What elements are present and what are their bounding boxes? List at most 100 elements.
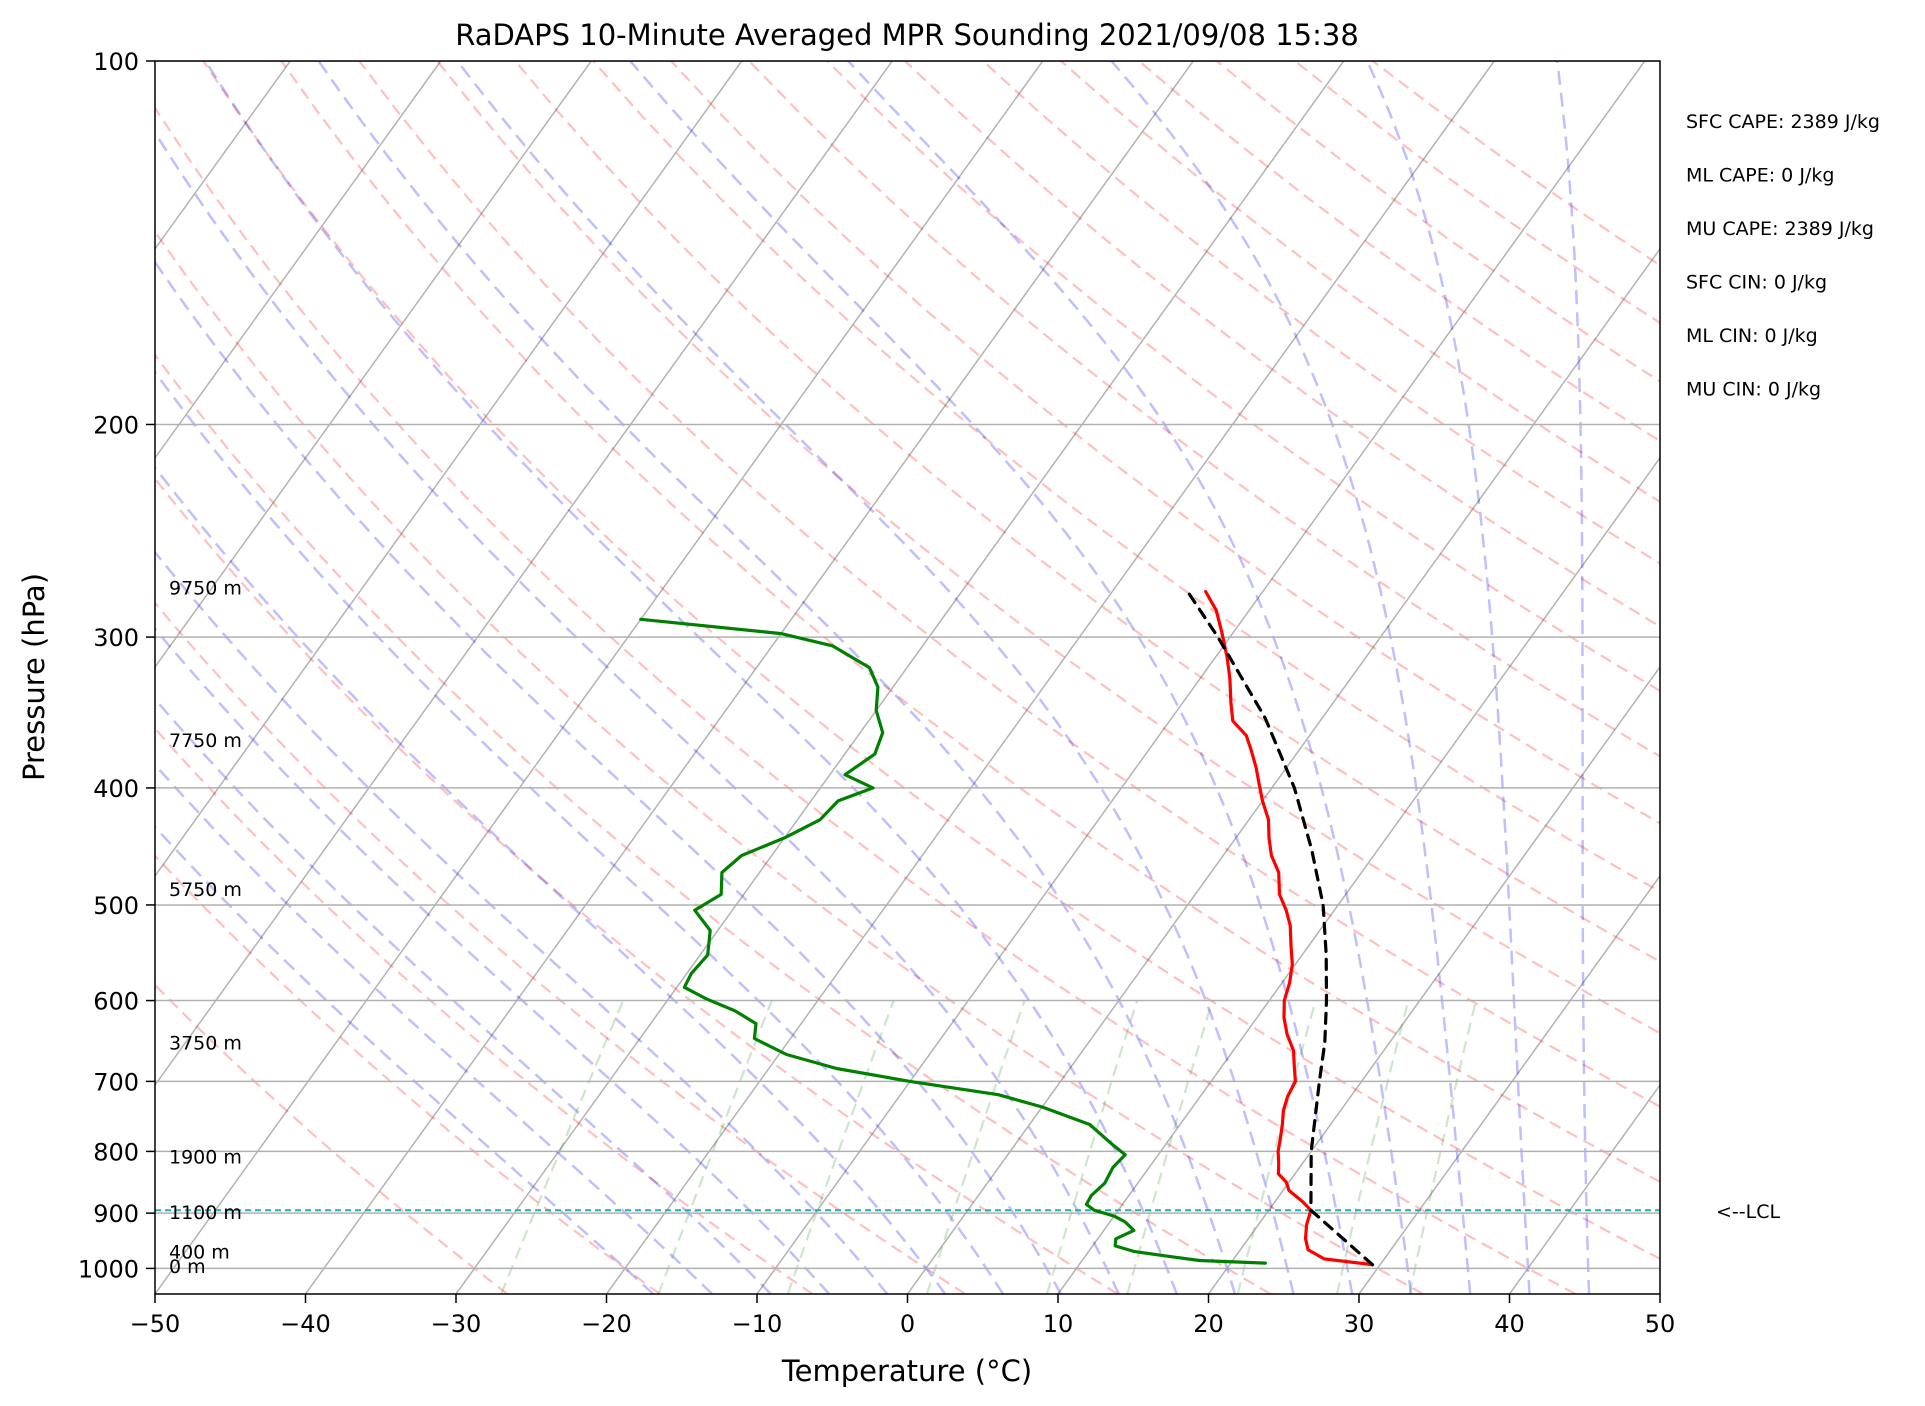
height-label: 5750 m [169, 879, 242, 901]
x-axis: −50 −40 −30 −20 −10 0 10 20 30 40 50 [130, 1294, 1676, 1338]
dry-adiabat-line [155, 601, 966, 1294]
parameter-label: SFC CAPE: 2389 J/kg [1686, 111, 1880, 133]
mixing-ratio-line [657, 1000, 773, 1294]
dry-adiabat-line [748, 61, 1660, 758]
y-axis-title: Pressure (hPa) [17, 573, 51, 781]
moist-adiabat-line [204, 61, 1178, 1294]
isotherm-line [906, 247, 1660, 1294]
moist-adiabat-line [155, 465, 947, 1294]
y-tick-label: 400 [93, 775, 139, 803]
dry-adiabat-line [592, 61, 1660, 893]
parameter-label: MU CIN: 0 J/kg [1686, 379, 1821, 401]
isotherm-line [155, 61, 442, 460]
mixing-ratio-line [925, 1000, 1026, 1294]
height-label: 1100 m [169, 1202, 242, 1224]
y-tick-label: 300 [93, 624, 139, 652]
y-tick-label: 500 [93, 892, 139, 920]
isotherm-line [455, 61, 1345, 1294]
isotherm-line [605, 61, 1495, 1294]
x-tick-label: −40 [280, 1310, 331, 1338]
dry-adiabat-line [155, 105, 1577, 1294]
sounding-series [639, 589, 1375, 1267]
x-tick-label: −10 [732, 1310, 783, 1338]
isotherm-line [1811, 61, 1925, 1294]
dewpoint-line [639, 617, 1267, 1265]
pressure-gridlines [155, 61, 1660, 1270]
isotherm-line [1508, 1083, 1660, 1294]
dry-adiabat-line [155, 229, 1424, 1294]
x-tick-label: 50 [1645, 1310, 1676, 1338]
mixing-ratio-line [1126, 1000, 1214, 1294]
mixing-ratio-line [786, 1000, 895, 1294]
mixing-ratio-line [1335, 1000, 1410, 1294]
moist-adiabat-line [155, 550, 889, 1294]
dry-adiabat-line [514, 61, 1660, 963]
isotherm-line [155, 61, 743, 878]
parameter-box: SFC CAPE: 2389 J/kg ML CAPE: 0 J/kg MU CAP… [1686, 111, 1880, 401]
x-tick-label: −20 [581, 1310, 632, 1338]
dry-adiabat-line [1138, 61, 1660, 443]
dry-adiabat-line [1216, 61, 1660, 383]
dry-adiabat-line [155, 476, 1119, 1294]
y-tick-label: 100 [93, 48, 139, 76]
x-tick-label: 10 [1043, 1310, 1074, 1338]
isotherm-line [1207, 665, 1660, 1294]
parameter-label: SFC CIN: 0 J/kg [1686, 272, 1827, 294]
x-tick-label: −30 [431, 1310, 482, 1338]
dry-adiabat-line [202, 61, 1660, 1261]
isotherm-line [155, 61, 1044, 1294]
isotherm-line [155, 61, 592, 669]
parcel-line [1185, 589, 1375, 1267]
height-label: 1900 m [169, 1147, 242, 1169]
x-tick-label: 40 [1494, 1310, 1525, 1338]
moist-adiabat-line [155, 130, 1120, 1294]
moist-adiabat-line [317, 61, 1237, 1294]
height-label: 7750 m [169, 730, 242, 752]
moist-adiabat-line [1366, 61, 1531, 1294]
dry-adiabat-line [670, 61, 1660, 825]
y-tick-label: 800 [93, 1138, 139, 1166]
moist-adiabat-line [155, 697, 772, 1294]
y-tick-label: 700 [93, 1068, 139, 1096]
moist-adiabat-line [155, 825, 655, 1294]
y-tick-label: 1000 [78, 1255, 139, 1283]
y-tick-label: 200 [93, 411, 139, 439]
parameter-label: MU CAPE: 2389 J/kg [1686, 218, 1874, 240]
dry-adiabat-line [436, 61, 1660, 1035]
dry-adiabat-line [155, 983, 509, 1294]
dry-adiabat-line [280, 61, 1660, 1183]
chart-title: RaDAPS 10-Minute Averaged MPR Sounding 2… [455, 18, 1359, 52]
moist-adiabat-line [155, 369, 1005, 1294]
x-tick-label: 0 [900, 1310, 915, 1338]
height-label: 0 m [169, 1256, 206, 1278]
x-tick-label: −50 [130, 1310, 181, 1338]
dry-adiabat-line [155, 726, 814, 1294]
dry-adiabat-line [155, 854, 661, 1294]
temperature-line [1203, 589, 1375, 1267]
moist-adiabat-line [1555, 61, 1591, 1294]
isotherm-line [756, 61, 1646, 1294]
isotherm-line [1057, 456, 1660, 1294]
y-tick-label: 900 [93, 1200, 139, 1228]
moist-adiabat-line [155, 259, 1062, 1294]
moist-adiabat-line [847, 61, 1413, 1294]
parameter-label: ML CAPE: 0 J/kg [1686, 165, 1834, 187]
moist-adiabat-line [155, 626, 831, 1294]
dry-adiabat-line [826, 61, 1660, 693]
height-labels: 9750 m 7750 m 5750 m 3750 m 1900 m 1100 m 400 … [169, 578, 242, 1278]
moist-adiabat-line [1110, 61, 1472, 1294]
height-label: 3750 m [169, 1033, 242, 1055]
mixing-ratio-line [500, 1000, 625, 1294]
moist-adiabat-line [456, 61, 1295, 1294]
isotherm-line [1358, 874, 1660, 1294]
height-label: 9750 m [169, 578, 242, 600]
dry-adiabat-line [1372, 61, 1660, 267]
y-axis: 100 200 300 400 500 600 700 800 900 1000 [78, 48, 155, 1283]
isotherm-line [1659, 1292, 1660, 1294]
y-tick-label: 600 [93, 988, 139, 1016]
x-tick-label: 20 [1193, 1310, 1224, 1338]
background-lines [155, 61, 1925, 1294]
isotherm-line [304, 61, 1194, 1294]
dry-adiabat-line [358, 61, 1660, 1108]
mixing-ratio-line [1045, 1000, 1139, 1294]
